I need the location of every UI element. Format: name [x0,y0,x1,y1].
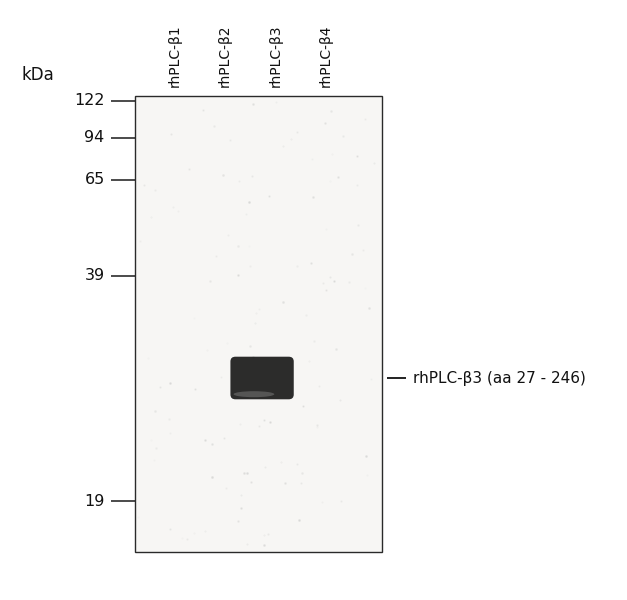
Bar [135,96,382,552]
Text: 94: 94 [85,130,105,145]
Text: 65: 65 [85,173,105,187]
Text: 39: 39 [85,269,105,283]
FancyBboxPatch shape [231,356,293,400]
Ellipse shape [233,391,275,397]
Text: rhPLC-β4: rhPLC-β4 [319,25,332,87]
Text: kDa: kDa [22,66,55,84]
Text: 122: 122 [74,93,105,108]
Text: 19: 19 [85,493,105,509]
Text: rhPLC-β3 (aa 27 - 246): rhPLC-β3 (aa 27 - 246) [413,370,586,385]
Text: rhPLC-β3: rhPLC-β3 [268,25,282,87]
Text: rhPLC-β1: rhPLC-β1 [168,25,182,87]
Text: rhPLC-β2: rhPLC-β2 [218,25,232,87]
